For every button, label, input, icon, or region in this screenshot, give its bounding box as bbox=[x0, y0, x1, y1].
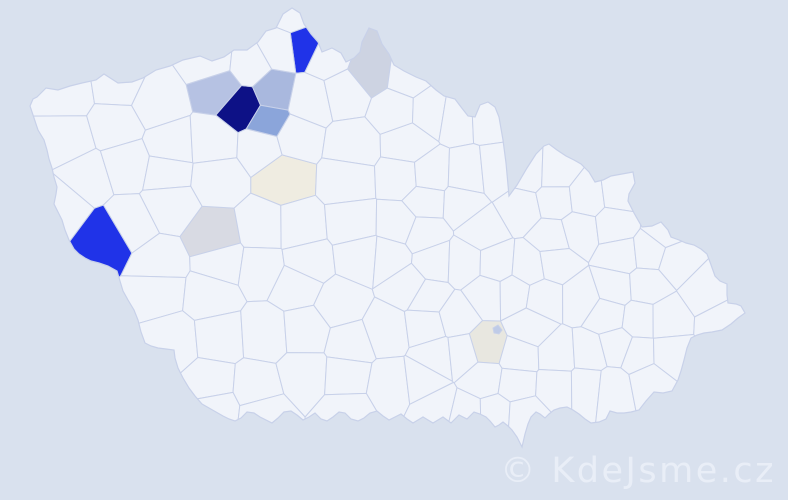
district-cell bbox=[447, 143, 485, 194]
country-outline bbox=[29, 7, 746, 449]
district-cell bbox=[240, 300, 288, 364]
district-cell bbox=[535, 186, 573, 221]
district-cell bbox=[324, 356, 373, 396]
district-southeast-small-blue bbox=[492, 324, 503, 335]
district-cell bbox=[193, 310, 245, 365]
watermark-text: © KdeJsme.cz bbox=[500, 451, 776, 491]
district-cell bbox=[315, 157, 377, 206]
district-cell bbox=[190, 157, 252, 209]
